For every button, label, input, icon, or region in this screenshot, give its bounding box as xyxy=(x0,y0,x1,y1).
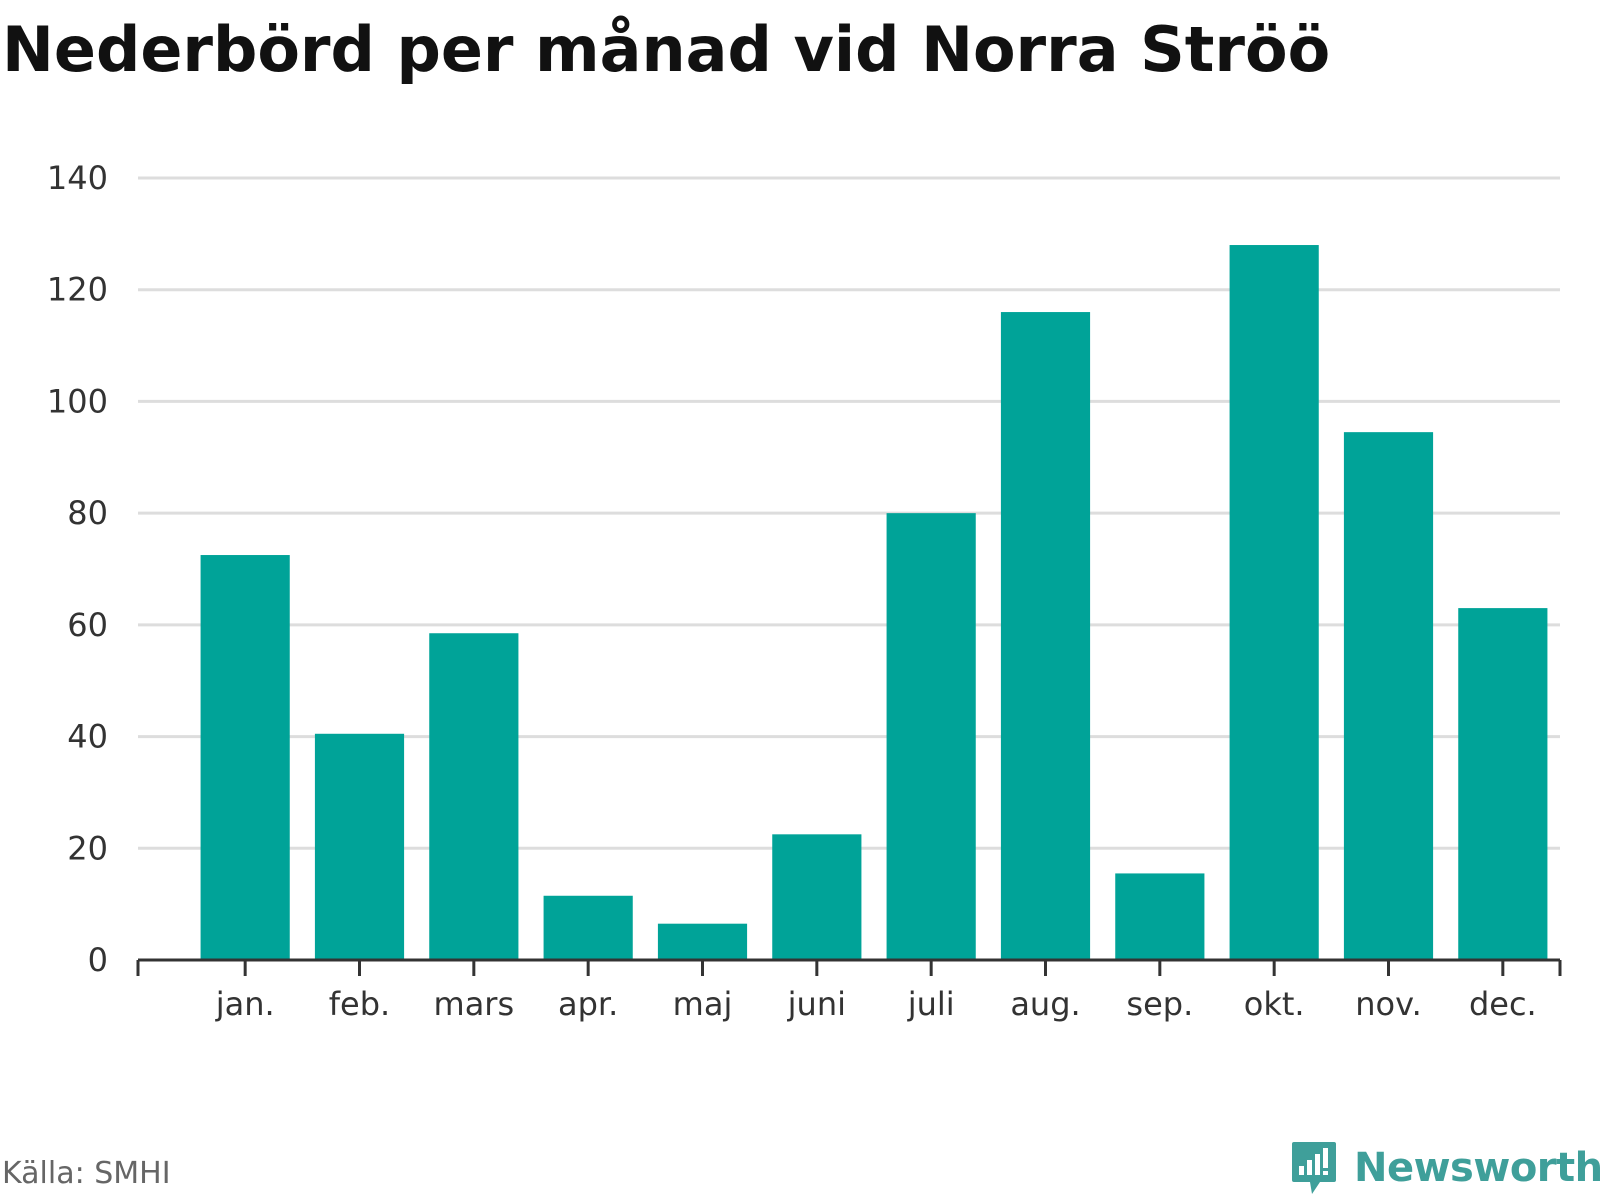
bar-feb xyxy=(314,733,405,960)
x-tick-label: nov. xyxy=(1355,985,1421,1023)
bar-nov xyxy=(1343,432,1434,960)
x-axis xyxy=(136,958,1562,976)
bar-apr xyxy=(543,895,633,960)
bar-juni xyxy=(772,834,862,960)
source-note: Källa: SMHI xyxy=(2,1156,171,1191)
x-tick-label: sep. xyxy=(1126,985,1193,1023)
x-tick-label: apr. xyxy=(558,985,618,1023)
bar-sep xyxy=(1115,873,1205,960)
y-tick-label: 0 xyxy=(88,941,108,979)
newsworthy-logo-icon xyxy=(1292,1142,1336,1194)
y-tick-label: 120 xyxy=(47,271,108,309)
bar-jan xyxy=(200,555,290,960)
chart-title: Nederbörd per månad vid Norra Strӧӧ xyxy=(2,13,1331,86)
bar-okt xyxy=(1229,245,1319,960)
bar-juli xyxy=(886,513,976,960)
bar-aug xyxy=(1000,312,1091,960)
x-tick-label: feb. xyxy=(329,985,390,1023)
brand-logo[interactable]: Newsworthy xyxy=(1290,1140,1600,1196)
x-tick-label: okt. xyxy=(1244,985,1305,1023)
y-tick-label: 140 xyxy=(47,159,108,197)
x-tick-label: juni xyxy=(787,985,846,1023)
precipitation-bar-chart: 0 20 40 60 80 100 120 140 jan. feb. mars apr. maj ju… xyxy=(47,159,1562,1023)
y-tick-label: 60 xyxy=(67,606,108,644)
y-tick-label: 40 xyxy=(67,718,108,756)
y-tick-label: 80 xyxy=(67,494,108,532)
x-axis-tick-labels: jan. feb. mars apr. maj juni juli aug. sep. okt. n… xyxy=(215,985,1537,1023)
x-tick-label: juli xyxy=(907,985,955,1023)
x-tick-label: aug. xyxy=(1010,985,1080,1023)
y-tick-label: 20 xyxy=(67,829,108,867)
x-tick-label: maj xyxy=(673,985,733,1023)
y-axis-tick-labels: 0 20 40 60 80 100 120 140 xyxy=(47,159,108,979)
bar-dec xyxy=(1458,608,1548,960)
bars xyxy=(200,245,1548,960)
y-tick-label: 100 xyxy=(47,382,108,420)
x-tick-label: jan. xyxy=(215,985,275,1023)
bar-maj xyxy=(657,923,748,960)
x-tick-label: dec. xyxy=(1469,985,1537,1023)
bar-mars xyxy=(429,633,519,960)
brand-name: Newsworthy xyxy=(1354,1145,1600,1191)
x-tick-label: mars xyxy=(434,985,515,1023)
